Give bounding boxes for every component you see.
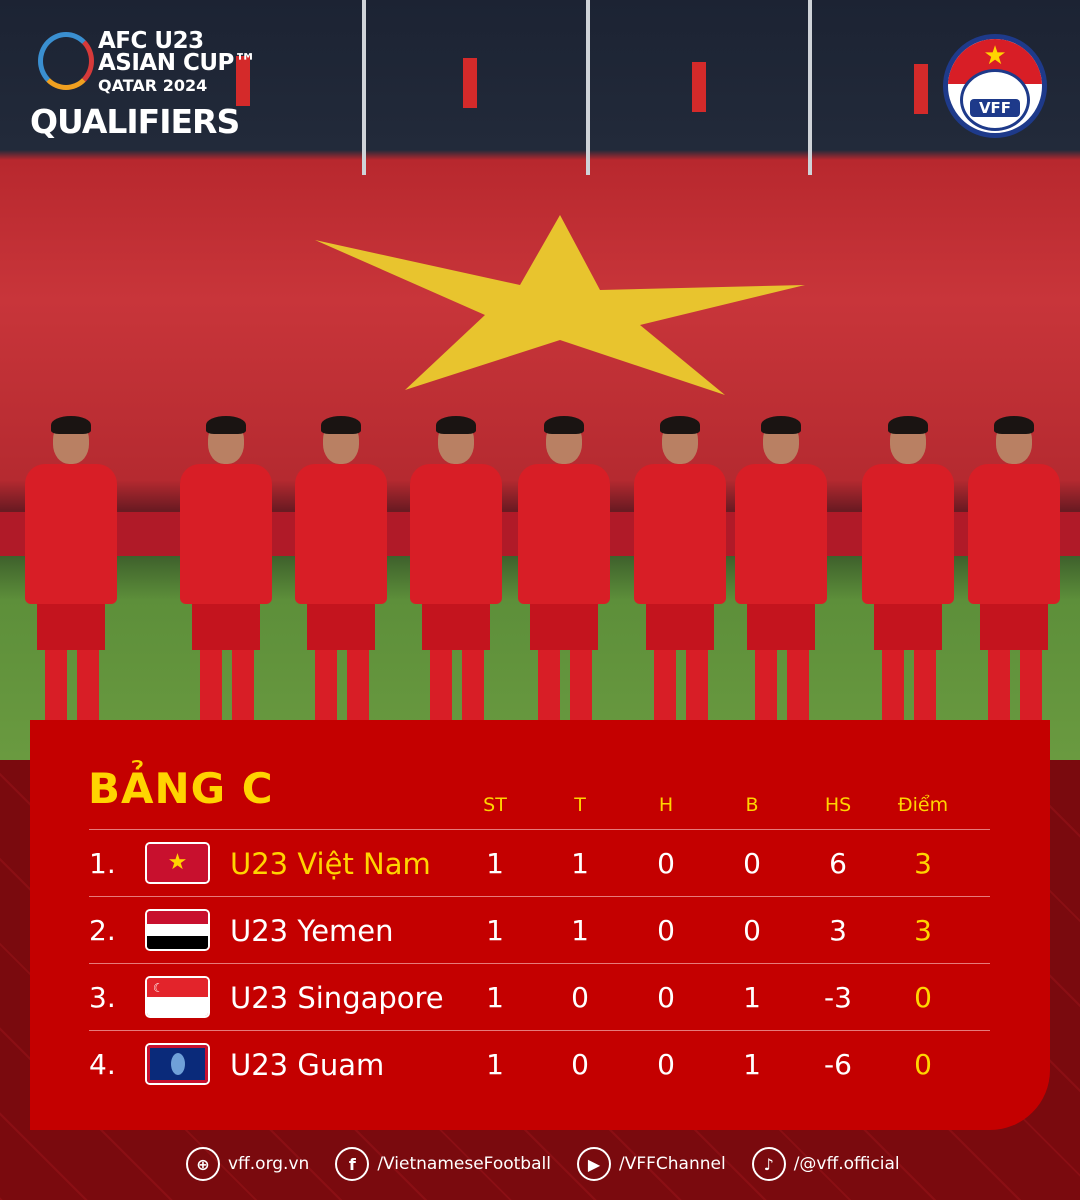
player	[180, 416, 272, 720]
stat-cell: 6	[829, 847, 847, 880]
flag-star-icon	[315, 215, 805, 395]
stat-cell: -3	[824, 981, 852, 1014]
player	[634, 416, 726, 720]
stat-cell: 3	[914, 847, 932, 880]
table-row: 3. ☾ U23 Singapore 1 0 0 1 -3 0	[89, 963, 990, 1030]
logo-line: QATAR 2024	[98, 76, 208, 95]
star-icon: ★	[983, 41, 1007, 71]
social-text: vff.org.vn	[228, 1154, 310, 1174]
corner-flag	[692, 62, 706, 112]
team-photo	[0, 0, 1080, 760]
standings-panel: BẢNG C ST T H B HS Điểm 1. ★ U23 Việt Nam 1 1 0 0…	[30, 720, 1050, 1130]
singapore-flag: ☾	[145, 976, 210, 1018]
logo-line: AFC U23	[98, 28, 204, 54]
vff-logo: ★ VFF	[943, 34, 1047, 138]
tiktok-icon: ♪	[751, 1147, 786, 1181]
table-row: 1. ★ U23 Việt Nam 1 1 0 0 6 3	[89, 829, 990, 896]
stat-cell: 0	[571, 981, 589, 1014]
logo-line: ASIAN CUP™	[98, 50, 257, 76]
guam-flag	[145, 1043, 210, 1085]
corner-flag	[463, 58, 477, 108]
rank: 2.	[89, 914, 116, 947]
stat-cell: 0	[657, 981, 675, 1014]
rank: 1.	[89, 847, 116, 880]
team-name: U23 Việt Nam	[230, 847, 431, 881]
stat-cell: 0	[743, 847, 761, 880]
stat-cell: 0	[571, 1048, 589, 1081]
vietnam-flag: ★	[145, 842, 210, 884]
stat-cell: 0	[657, 847, 675, 880]
player	[295, 416, 387, 720]
table-row: 2. U23 Yemen 1 1 0 0 3 3	[89, 896, 990, 963]
vff-logo-text: VFF	[970, 99, 1020, 117]
player	[968, 416, 1060, 720]
column-header: Điểm	[897, 794, 949, 816]
social-link[interactable]: f/VietnameseFootball	[335, 1147, 551, 1181]
stat-cell: 1	[486, 847, 504, 880]
table-row: 4. U23 Guam 1 0 0 1 -6 0	[89, 1030, 990, 1097]
stat-cell: 0	[914, 1048, 932, 1081]
corner-flag	[914, 64, 928, 114]
social-text: /VietnameseFootball	[377, 1154, 551, 1174]
flag-pole	[586, 0, 590, 175]
stat-cell: 0	[657, 914, 675, 947]
team-name: U23 Singapore	[230, 981, 444, 1015]
youtube-icon: ▶	[576, 1147, 611, 1181]
rank: 4.	[89, 1048, 116, 1081]
player	[25, 416, 117, 720]
stat-cell: 1	[486, 981, 504, 1014]
stat-cell: 1	[571, 914, 589, 947]
player	[735, 416, 827, 720]
column-header: T	[574, 794, 586, 816]
column-header: B	[745, 794, 759, 816]
stat-cell: 3	[829, 914, 847, 947]
social-link[interactable]: ♪ /@vff.official	[751, 1147, 900, 1181]
facebook-icon: f	[335, 1147, 370, 1181]
globe-icon: ⊕	[186, 1147, 220, 1181]
player	[410, 416, 502, 720]
rank: 3.	[89, 981, 116, 1014]
afc-u23-logo: AFC U23 ASIAN CUP™ QATAR 2024 QUALIFIERS	[30, 28, 260, 143]
social-text: /@vff.official	[793, 1154, 900, 1174]
trophy-icon	[38, 32, 94, 90]
stat-cell: 1	[743, 981, 761, 1014]
yemen-flag	[145, 909, 210, 951]
team-name: U23 Guam	[230, 1048, 385, 1082]
stat-cell: 1	[571, 847, 589, 880]
stat-cell: 0	[914, 981, 932, 1014]
stat-cell: 1	[743, 1048, 761, 1081]
stat-cell: 1	[486, 914, 504, 947]
corner-flag	[236, 56, 250, 106]
social-link[interactable]: ▶ /VFFChannel	[576, 1147, 726, 1181]
social-text: /VFFChannel	[618, 1154, 726, 1174]
player	[862, 416, 954, 720]
team-name: U23 Yemen	[230, 914, 394, 948]
flag-pole	[362, 0, 366, 175]
social-link[interactable]: ⊕ vff.org.vn	[186, 1147, 309, 1181]
column-header: ST	[483, 794, 507, 816]
stat-cell: -6	[824, 1048, 852, 1081]
stat-cell: 0	[743, 914, 761, 947]
column-header: HS	[824, 794, 852, 816]
stat-cell: 3	[914, 914, 932, 947]
stat-cell: 1	[486, 1048, 504, 1081]
group-title: BẢNG C	[88, 764, 274, 813]
logo-qualifiers: QUALIFIERS	[30, 102, 240, 141]
stat-cell: 0	[657, 1048, 675, 1081]
player	[518, 416, 610, 720]
column-header: H	[658, 794, 674, 816]
social-footer: ⊕ vff.org.vn f/VietnameseFootball ▶ /VFFChan…	[186, 1146, 926, 1182]
flag-pole	[808, 0, 812, 175]
